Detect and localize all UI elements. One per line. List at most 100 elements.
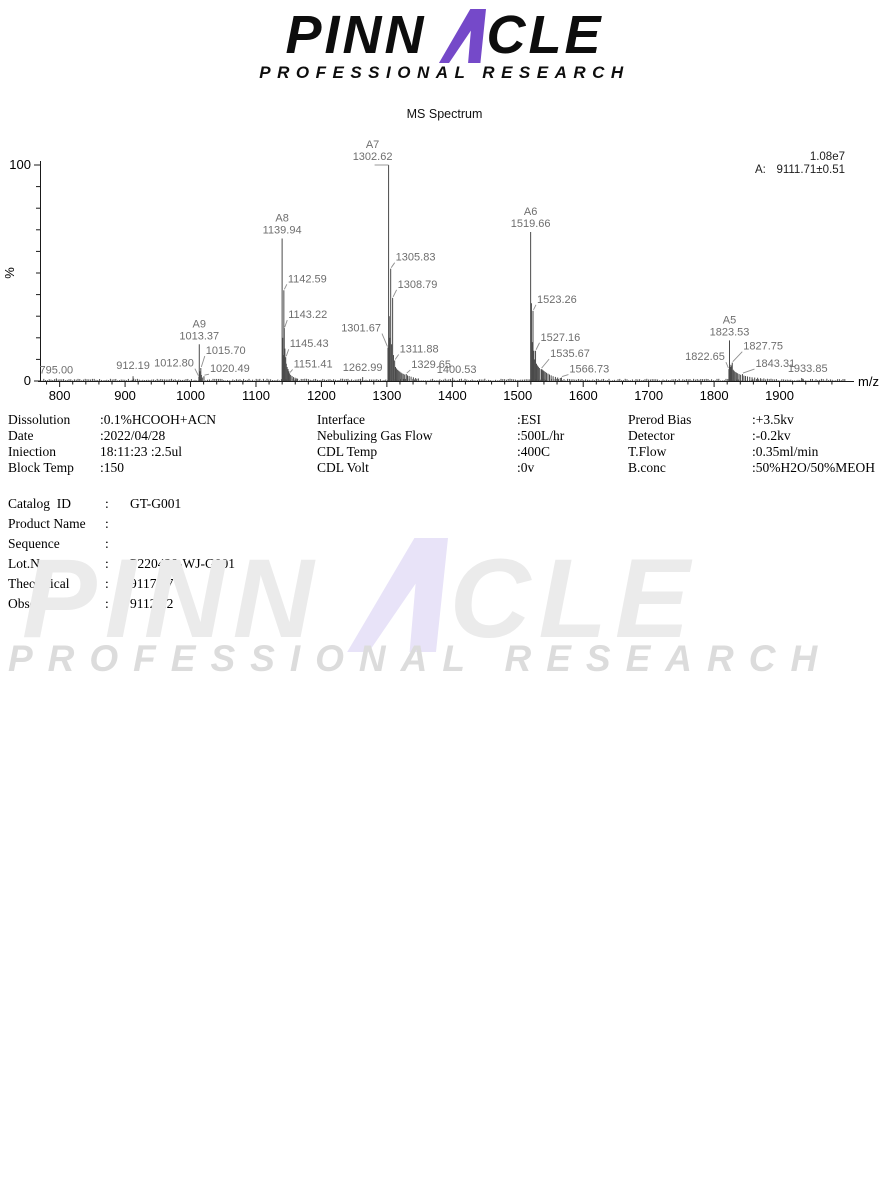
parameter-row: Dissolution:0.1%HCOOH+ACN Interface:ESI Pr… — [8, 412, 886, 428]
svg-text:m/z: m/z — [858, 374, 879, 389]
svg-text:900: 900 — [114, 388, 136, 403]
parameter-value: :50%H2O/50%MEOH — [752, 460, 875, 475]
parameter-label: T.Flow — [628, 444, 667, 459]
sample-info: Catalog ID: GT-G001 Product Name: Sequence:… — [8, 494, 608, 614]
svg-text:1200: 1200 — [307, 388, 336, 403]
sample-info-colon: : — [105, 516, 109, 531]
sample-info-value: GT-G001 — [130, 496, 182, 511]
sample-info-colon: : — [105, 496, 109, 511]
parameter-label: Date — [8, 428, 34, 443]
report-title: MS Spectrum — [406, 107, 483, 121]
svg-text:1139.94: 1139.94 — [263, 224, 302, 236]
parameter-value: 18:11:23 :2.5ul — [100, 444, 183, 459]
sample-info-label: Product Name — [8, 516, 86, 531]
sample-info-value: 9117.17 — [130, 576, 174, 591]
svg-text:800: 800 — [49, 388, 71, 403]
sample-info-label: Lot.No — [8, 556, 47, 571]
parameter-label: Nebulizing Gas Flow — [317, 428, 433, 443]
svg-text:1145.43: 1145.43 — [290, 338, 329, 350]
baseline-noise — [41, 378, 846, 381]
chart-axes: 1000%800 900 1000 1100 1200 1300 1400 1500 1600 1… — [2, 157, 879, 403]
svg-text:1523.26: 1523.26 — [537, 294, 577, 306]
parameter-value: :2022/04/28 — [100, 428, 166, 443]
sample-info-row: Observed: 9112.22 — [8, 594, 608, 614]
parameter-label: Block Temp — [8, 460, 74, 475]
svg-text:A7: A7 — [366, 140, 379, 151]
sample-info-colon: : — [105, 536, 109, 551]
svg-text:1143.22: 1143.22 — [288, 309, 327, 321]
sample-info-label: Theoretical — [8, 576, 70, 591]
logo-triangle-a-icon — [438, 9, 486, 63]
svg-text:1012.80: 1012.80 — [154, 358, 194, 370]
parameter-row: Block Temp:150 CDL Volt:0v B.conc:50%H2O/5… — [8, 460, 886, 476]
svg-text:1308.79: 1308.79 — [398, 279, 438, 291]
svg-text:1151.41: 1151.41 — [294, 358, 333, 370]
sample-info-value — [130, 534, 608, 554]
svg-text:1823.53: 1823.53 — [710, 326, 750, 338]
minor-peaks — [133, 303, 804, 381]
sample-info-row: Lot.No: P220428-WJ-G001 — [8, 554, 608, 574]
svg-text:1500: 1500 — [503, 388, 532, 403]
sample-info-value — [130, 514, 608, 534]
sample-info-value: P220428-WJ-G001 — [130, 556, 235, 571]
svg-text:1301.67: 1301.67 — [341, 323, 381, 335]
parameter-row: Iniection 18:11:23 :2.5ul CDL Temp:400C T.F… — [8, 444, 886, 460]
parameter-value: :400C — [517, 444, 551, 459]
parameter-label: B.conc — [628, 460, 666, 475]
svg-text:1262.99: 1262.99 — [343, 362, 383, 374]
parameter-row: Date :2022/04/28 Nebulizing Gas Flow :500L/… — [8, 428, 886, 444]
logo-text-pinn: PINN — [285, 5, 427, 65]
svg-text:1535.67: 1535.67 — [550, 348, 590, 360]
svg-text:A:: A: — [755, 164, 766, 176]
parameter-value: :500L/hr — [517, 428, 565, 443]
svg-text:%: % — [2, 267, 17, 279]
svg-text:A5: A5 — [723, 314, 736, 326]
sample-info-label: Sequence — [8, 536, 60, 551]
svg-text:A6: A6 — [524, 206, 537, 218]
parameter-value: :150 — [100, 460, 125, 475]
parameter-label: Interface — [317, 412, 365, 427]
logo-wordmark: PINN CLE — [285, 5, 604, 65]
svg-text:795.00: 795.00 — [40, 364, 74, 376]
sample-info-label: Catalog ID — [8, 496, 71, 511]
sample-info-row: Catalog ID: GT-G001 — [8, 494, 608, 514]
svg-text:1800: 1800 — [700, 388, 729, 403]
parameter-value: :ESI — [517, 412, 542, 427]
parameter-value: :0v — [517, 460, 535, 475]
parameter-value: :+3.5kv — [752, 412, 794, 427]
svg-text:1100: 1100 — [242, 388, 270, 403]
svg-text:A8: A8 — [275, 212, 288, 224]
svg-text:1015.70: 1015.70 — [206, 345, 246, 357]
sample-info-colon: : — [105, 556, 109, 571]
svg-text:1933.85: 1933.85 — [788, 363, 828, 375]
instrument-parameters: Dissolution:0.1%HCOOH+ACN Interface:ESI Pr… — [8, 412, 886, 476]
svg-text:1329.65: 1329.65 — [411, 359, 451, 371]
svg-text:1566.73: 1566.73 — [569, 364, 609, 376]
parameter-label: Detector — [628, 428, 675, 443]
ms-spectrum-chart: 1000%800 900 1000 1100 1200 1300 1400 1500 1600 1… — [2, 140, 879, 403]
svg-text:A9: A9 — [193, 318, 206, 330]
sample-info-row: Theoretical: 9117.17 — [8, 574, 608, 594]
svg-text:912.19: 912.19 — [116, 360, 150, 372]
svg-text:1822.65: 1822.65 — [685, 351, 725, 363]
svg-text:1527.16: 1527.16 — [541, 332, 581, 344]
svg-text:9111.71±0.51: 9111.71±0.51 — [776, 164, 845, 176]
svg-text:1311.88: 1311.88 — [400, 343, 439, 355]
sample-info-value: 9112.22 — [130, 596, 174, 611]
svg-text:1305.83: 1305.83 — [396, 252, 436, 264]
parameter-value: :-0.2kv — [752, 428, 791, 443]
sample-info-colon: : — [105, 596, 109, 611]
svg-text:1900: 1900 — [765, 388, 794, 403]
parameter-label: Dissolution — [8, 412, 71, 427]
company-logo: PINN CLE PROFESSIONAL RESEARCH — [0, 8, 889, 83]
logo-text-cle: CLE — [486, 5, 604, 65]
parameter-label: CDL Temp — [317, 444, 378, 459]
svg-text:1400: 1400 — [438, 388, 467, 403]
sample-info-row: Product Name: — [8, 514, 608, 534]
svg-text:1013.37: 1013.37 — [179, 330, 219, 342]
svg-text:1843.31: 1843.31 — [755, 358, 795, 370]
sample-info-label: Observed — [8, 596, 60, 611]
svg-text:1300: 1300 — [372, 388, 401, 403]
svg-text:100: 100 — [9, 157, 31, 172]
